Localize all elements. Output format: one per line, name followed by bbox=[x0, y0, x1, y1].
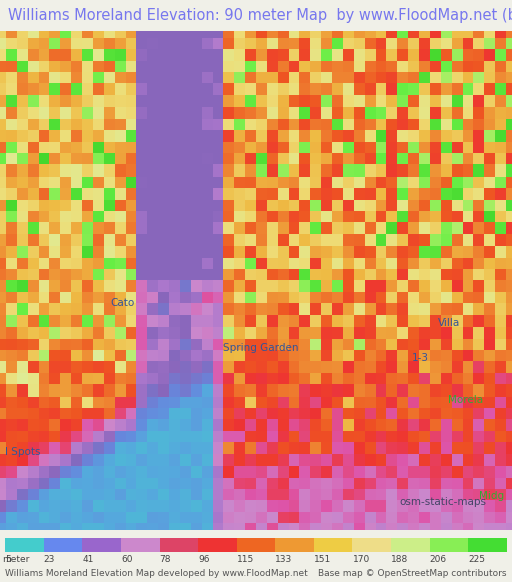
Bar bbox=[121, 538, 160, 552]
Text: Morela: Morela bbox=[448, 395, 483, 405]
Text: 23: 23 bbox=[44, 555, 55, 564]
Bar bbox=[275, 538, 314, 552]
Text: 41: 41 bbox=[82, 555, 94, 564]
Text: 96: 96 bbox=[198, 555, 209, 564]
Text: 78: 78 bbox=[160, 555, 171, 564]
Text: 206: 206 bbox=[430, 555, 447, 564]
Bar bbox=[198, 538, 237, 552]
Bar bbox=[430, 538, 468, 552]
Text: 115: 115 bbox=[237, 555, 254, 564]
Bar bbox=[237, 538, 275, 552]
Text: Spring Garden: Spring Garden bbox=[223, 343, 298, 353]
Text: Williams Moreland Elevation Map developed by www.FloodMap.net: Williams Moreland Elevation Map develope… bbox=[5, 569, 308, 579]
Text: 225: 225 bbox=[468, 555, 485, 564]
Text: Midg: Midg bbox=[479, 491, 504, 501]
Text: meter: meter bbox=[3, 555, 30, 564]
Text: Williams Moreland Elevation: 90 meter Map  by www.FloodMap.net (beta): Williams Moreland Elevation: 90 meter Ma… bbox=[8, 8, 512, 23]
Text: 1-3: 1-3 bbox=[412, 353, 429, 363]
Bar bbox=[314, 538, 352, 552]
Text: osm-static-maps: osm-static-maps bbox=[399, 497, 486, 507]
Bar bbox=[82, 538, 121, 552]
Text: 60: 60 bbox=[121, 555, 133, 564]
Bar bbox=[391, 538, 430, 552]
Text: 188: 188 bbox=[391, 555, 409, 564]
Text: 133: 133 bbox=[275, 555, 292, 564]
Text: 170: 170 bbox=[352, 555, 370, 564]
Bar bbox=[352, 538, 391, 552]
Bar bbox=[5, 538, 44, 552]
Text: Cato: Cato bbox=[110, 297, 134, 308]
Bar bbox=[160, 538, 198, 552]
Text: 5: 5 bbox=[5, 555, 11, 564]
Text: Base map © OpenStreetMap contributors: Base map © OpenStreetMap contributors bbox=[318, 569, 507, 579]
Bar bbox=[44, 538, 82, 552]
Text: 151: 151 bbox=[314, 555, 331, 564]
Bar bbox=[468, 538, 507, 552]
Text: l Spots: l Spots bbox=[5, 448, 40, 457]
Text: Villa: Villa bbox=[438, 318, 460, 328]
